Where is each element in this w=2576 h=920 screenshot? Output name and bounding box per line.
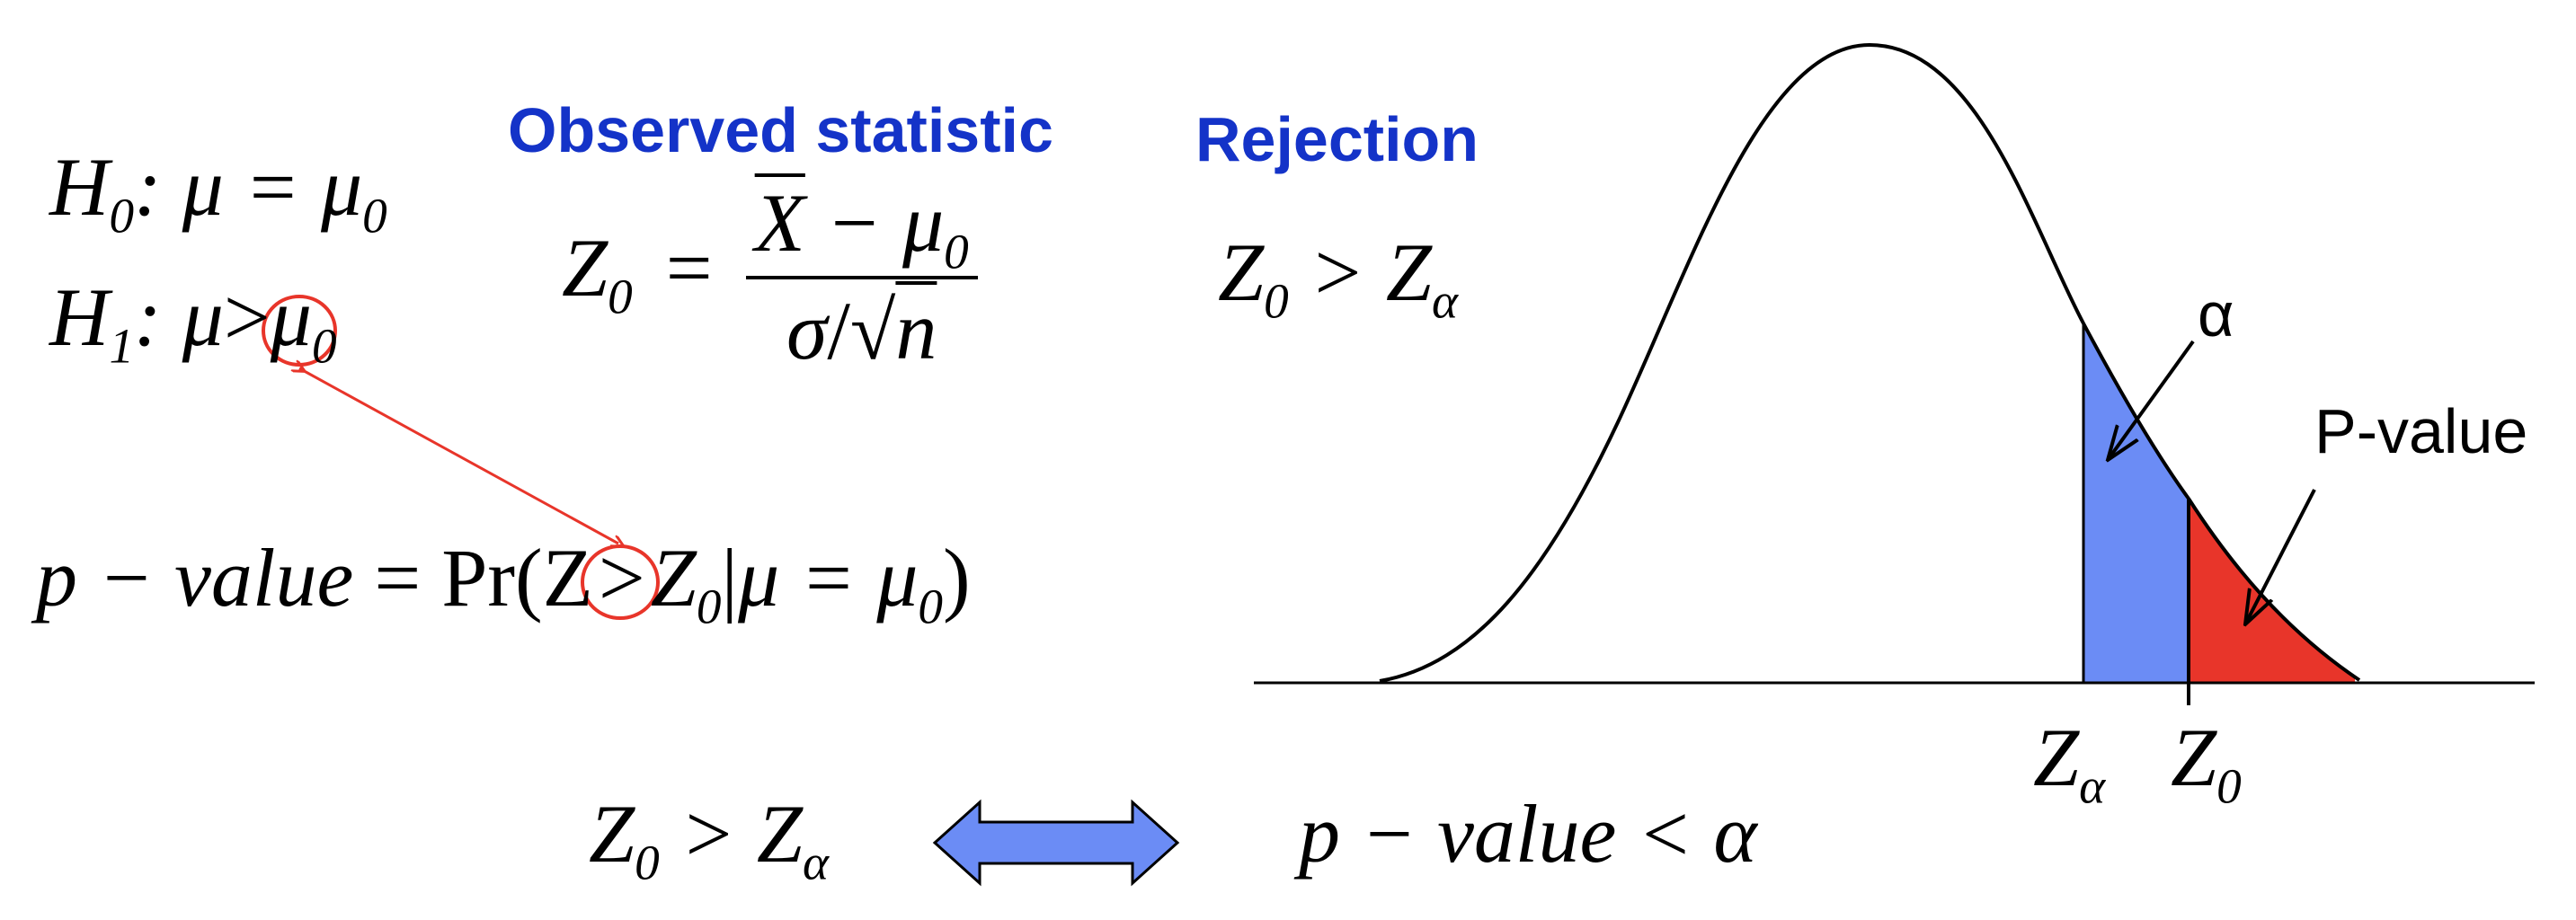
- h1-gt-symbol: >: [223, 271, 271, 363]
- alpha-arrow: [2108, 340, 2195, 460]
- alpha-region: [2083, 323, 2189, 683]
- alpha-label: α: [2198, 279, 2234, 349]
- equivalence-right: p − value < α: [1299, 788, 1757, 880]
- observed-statistic-formula: Z0 = X − μ0 σ/√n: [562, 175, 978, 378]
- z-alpha-label: Zα: [2033, 712, 2106, 814]
- null-hypothesis: H0: μ = μ0: [49, 141, 387, 243]
- pvalue-region: [2189, 499, 2355, 683]
- alternative-hypothesis: H1: μ>μ0: [49, 271, 337, 374]
- pvalue-label: P-value: [2314, 396, 2528, 466]
- equivalence-left: Z0 > Zα: [589, 788, 829, 890]
- observed-statistic-heading: Observed statistic: [508, 95, 1053, 165]
- pvalue-arrow: [2245, 489, 2316, 624]
- rejection-heading: Rejection: [1195, 104, 1479, 174]
- statistic-fraction: X − μ0 σ/√n: [745, 175, 978, 378]
- rejection-rule: Z0 > Zα: [1218, 226, 1458, 329]
- pvalue-gt-symbol: >: [598, 532, 645, 624]
- equivalence-arrow: [932, 799, 1180, 887]
- pvalue-definition: p − value = Pr(Z>Z0|μ = μ0): [36, 532, 971, 634]
- z0-label: Z0: [2171, 712, 2242, 814]
- gt-link-arrow: [299, 368, 618, 544]
